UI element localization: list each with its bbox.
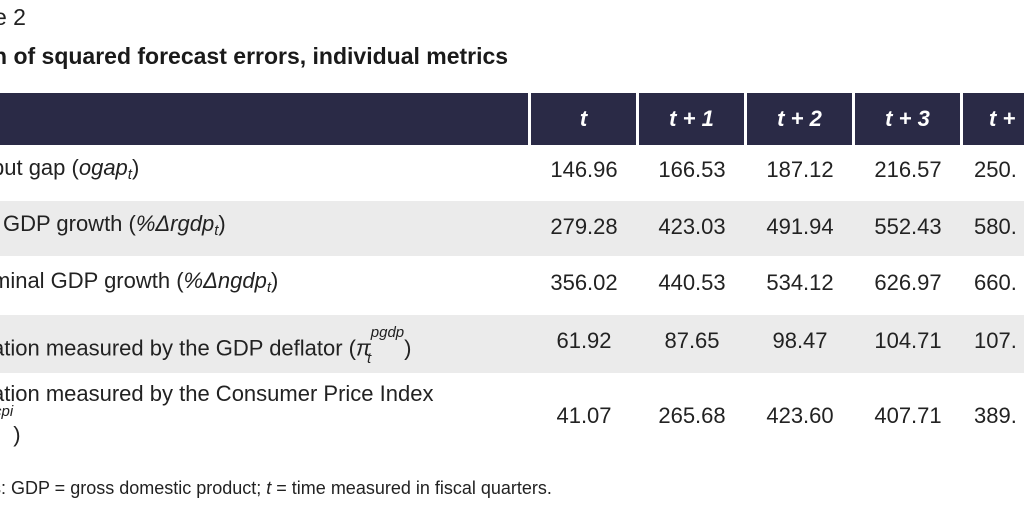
- cell-value: 250.: [974, 157, 1017, 182]
- cell-value: 491.94: [766, 214, 834, 239]
- cell-value: 660.: [974, 270, 1017, 295]
- header-blank-cell: [0, 93, 528, 145]
- cell-value: 626.97: [874, 270, 942, 295]
- table-header: t t + 1 t + 2 t + 3 t +: [0, 93, 1024, 145]
- cell-value: 98.47: [772, 328, 828, 353]
- table-row: put gap (ogapt) 146.96 166.53 187.12 216…: [0, 145, 1024, 199]
- cell-value: 104.71: [874, 328, 942, 353]
- row-label: minal GDP growth (%Δngdpt): [0, 268, 279, 296]
- cell-value: 356.02: [550, 270, 618, 295]
- cell-value: 187.12: [766, 157, 834, 182]
- cell-value: 580.: [974, 214, 1017, 239]
- cell-value: 265.68: [658, 403, 726, 428]
- header-col-t: t: [531, 93, 636, 145]
- row-label: ation measured by the Consumer Price Ind…: [0, 381, 434, 406]
- row-label-line2: cpi): [0, 403, 21, 448]
- table-title: n of squared forecast errors, individual…: [0, 43, 509, 69]
- cell-value: 534.12: [766, 270, 834, 295]
- cell-value: 407.71: [874, 403, 942, 428]
- table-row: ation measured by the Consumer Price Ind…: [0, 375, 1024, 463]
- header-col-t2: t + 2: [747, 93, 852, 145]
- cell-value: 423.03: [658, 214, 726, 239]
- cell-value: 423.60: [766, 403, 834, 428]
- header-col-t4: t +: [963, 93, 1024, 145]
- table-note: s: GDP = gross domestic product; t = tim…: [0, 478, 552, 498]
- cell-value: 146.96: [550, 157, 618, 182]
- cell-value: 279.28: [550, 214, 618, 239]
- cell-value: 216.57: [874, 157, 942, 182]
- cell-value: 440.53: [658, 270, 726, 295]
- table-row: l GDP growth (%Δrgdpt) 279.28 423.03 491…: [0, 201, 1024, 256]
- cell-value: 107.: [974, 328, 1017, 353]
- header-col-t1: t + 1: [639, 93, 744, 145]
- table-row: ation measured by the GDP deflator (πpgd…: [0, 315, 1024, 373]
- table-row: minal GDP growth (%Δngdpt) 356.02 440.53…: [0, 257, 1024, 313]
- cell-value: 389.: [974, 403, 1017, 428]
- cell-value: 41.07: [556, 403, 612, 428]
- cell-value: 87.65: [664, 328, 720, 353]
- row-label: l GDP growth (%Δrgdpt): [0, 211, 226, 239]
- table-label: e 2: [0, 4, 26, 30]
- header-col-t3: t + 3: [855, 93, 960, 145]
- cell-value: 166.53: [658, 157, 726, 182]
- row-label: ation measured by the GDP deflator (πpgd…: [0, 324, 412, 367]
- cell-value: 61.92: [556, 328, 612, 353]
- cell-value: 552.43: [874, 214, 942, 239]
- row-label: put gap (ogapt): [0, 155, 140, 183]
